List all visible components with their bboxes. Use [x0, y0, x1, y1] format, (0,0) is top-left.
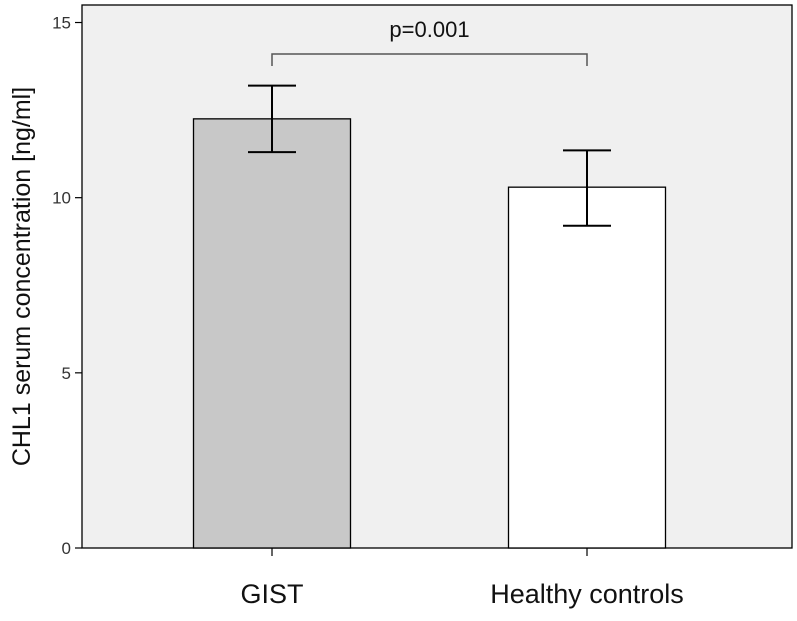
p-value-label: p=0.001	[389, 17, 469, 42]
bar-healthy-controls	[507, 186, 667, 549]
x-tick-label: GIST	[240, 579, 303, 609]
bars-group	[192, 118, 667, 549]
y-axis-ticks: 0 5 10 15	[52, 14, 82, 558]
y-axis-label: CHL1 serum concentration [ng/ml]	[8, 87, 36, 466]
x-axis-ticks: GIST Healthy controls	[240, 548, 684, 609]
y-tick-label: 0	[62, 539, 71, 558]
y-tick-label: 10	[52, 189, 71, 208]
significance-annotation: p=0.001	[271, 17, 588, 66]
significance-bracket	[271, 53, 588, 66]
error-bars-group	[248, 84, 611, 227]
y-tick-label: 5	[62, 364, 71, 383]
y-tick-label: 15	[52, 14, 71, 33]
bar-gist	[192, 118, 352, 549]
x-tick-label: Healthy controls	[490, 579, 684, 609]
plot-area	[81, 4, 793, 549]
